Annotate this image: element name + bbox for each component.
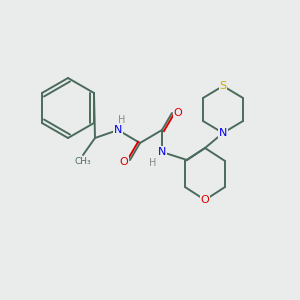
Text: H: H bbox=[118, 115, 126, 125]
Text: O: O bbox=[120, 157, 128, 167]
Text: N: N bbox=[219, 128, 227, 138]
Text: O: O bbox=[201, 195, 209, 205]
Text: N: N bbox=[219, 128, 227, 138]
Text: N: N bbox=[114, 125, 122, 135]
Text: H: H bbox=[149, 158, 157, 168]
Text: O: O bbox=[174, 108, 182, 118]
Text: CH₃: CH₃ bbox=[75, 157, 91, 166]
Text: N: N bbox=[158, 147, 166, 157]
Text: S: S bbox=[219, 81, 226, 91]
